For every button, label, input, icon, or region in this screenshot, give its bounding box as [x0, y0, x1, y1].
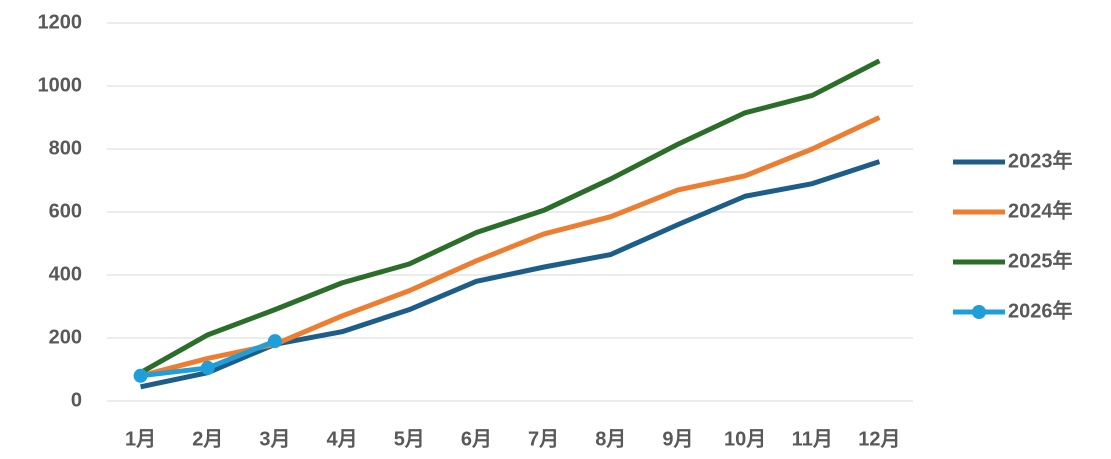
y-tick-label: 800: [49, 137, 82, 159]
legend-marker: [972, 305, 986, 319]
series-marker: [200, 360, 215, 375]
legend-label: 2026年: [1008, 298, 1073, 322]
x-tick-label: 12月: [858, 428, 900, 450]
legend-label: 2023年: [1008, 148, 1073, 172]
x-tick-label: 3月: [259, 428, 290, 450]
x-tick-label: 4月: [327, 428, 358, 450]
x-tick-label: 6月: [461, 428, 492, 450]
x-tick-label: 11月: [792, 428, 833, 450]
series-line: [139, 58, 881, 375]
x-tick-label: 5月: [394, 428, 425, 450]
x-tick-label: 10月: [724, 428, 766, 450]
y-tick-label: 600: [49, 200, 82, 222]
series-line: [139, 115, 881, 379]
y-tick-label: 0: [71, 389, 82, 411]
y-tick-label: 400: [49, 263, 82, 285]
series-marker: [133, 368, 148, 383]
x-tick-label: 9月: [662, 428, 693, 450]
x-tick-label: 8月: [595, 428, 626, 450]
y-tick-label: 1200: [38, 11, 83, 33]
legend-label: 2024年: [1008, 198, 1073, 222]
series-marker: [267, 334, 282, 349]
y-tick-label: 1000: [38, 74, 83, 96]
legend-label: 2025年: [1008, 248, 1073, 272]
y-tick-label: 200: [49, 326, 82, 348]
x-tick-label: 2月: [192, 428, 223, 450]
x-tick-label: 1月: [125, 428, 156, 450]
x-tick-label: 7月: [528, 428, 559, 450]
